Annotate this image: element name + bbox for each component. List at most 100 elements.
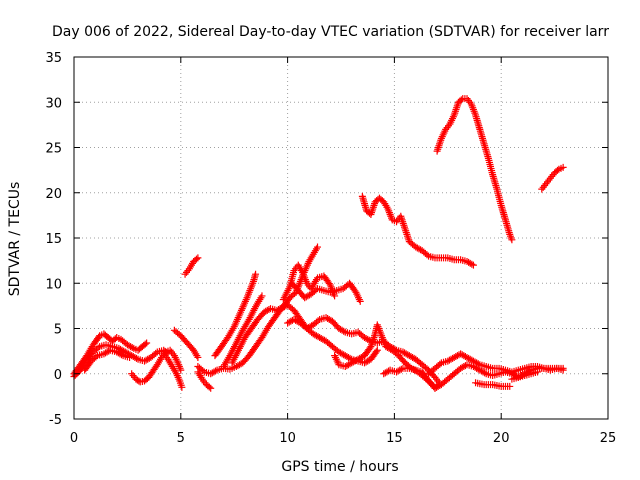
y-tick-label: 35 — [45, 51, 62, 66]
data-point — [415, 245, 423, 253]
data-point — [423, 251, 431, 259]
series-arc9 — [194, 368, 215, 392]
data-point — [340, 327, 348, 335]
data-point — [452, 105, 460, 113]
data-point — [364, 357, 372, 365]
data-point — [506, 232, 514, 240]
y-tick-label: 20 — [45, 187, 62, 202]
data-point — [435, 142, 443, 150]
data-point — [369, 203, 377, 211]
data-point — [402, 229, 410, 237]
data-point — [252, 270, 260, 278]
data-point — [526, 367, 534, 375]
data-point — [306, 323, 314, 331]
series-arc4 — [128, 346, 185, 386]
data-point — [402, 227, 410, 235]
data-point — [460, 363, 468, 371]
data-point — [258, 292, 266, 300]
y-tick-label: 0 — [54, 368, 62, 383]
data-point — [304, 292, 312, 300]
data-point — [314, 317, 322, 325]
data-point — [118, 351, 126, 359]
series-arc10 — [211, 270, 260, 360]
data-point — [559, 163, 567, 171]
data-point — [178, 383, 186, 391]
y-tick-label: 30 — [45, 96, 62, 111]
data-point — [397, 365, 405, 373]
series-arc22 — [508, 364, 567, 383]
series-arc20 — [433, 95, 516, 244]
data-point — [396, 366, 404, 374]
data-point — [199, 367, 207, 375]
data-point — [143, 339, 151, 347]
data-point — [399, 220, 407, 228]
data-point — [469, 261, 477, 269]
series-arc17 — [358, 192, 477, 269]
data-point — [287, 317, 295, 325]
data-point — [400, 223, 408, 231]
y-tick-label: -5 — [49, 413, 62, 428]
grid — [74, 57, 608, 419]
data-point — [192, 255, 200, 263]
data-point — [371, 332, 379, 340]
data-point — [94, 344, 102, 352]
x-tick-label: 5 — [177, 431, 185, 446]
y-tick-label: 15 — [45, 232, 62, 247]
data-point — [144, 355, 152, 363]
data-point — [457, 96, 465, 104]
data-point — [401, 225, 409, 233]
data-point — [263, 306, 271, 314]
series-arc5 — [160, 350, 186, 391]
data-point — [434, 145, 442, 153]
data-point — [205, 383, 213, 391]
data-point — [373, 346, 381, 354]
data-point — [436, 360, 444, 368]
data-point — [194, 254, 202, 262]
data-point — [212, 367, 220, 375]
data-point — [177, 366, 185, 374]
data-point — [559, 364, 567, 372]
data-point — [152, 349, 160, 357]
data-point — [356, 297, 364, 305]
series-arc13 — [279, 261, 339, 304]
data-point — [468, 260, 476, 268]
x-tick-label: 25 — [600, 431, 617, 446]
series-arc14 — [288, 279, 364, 305]
data-point — [325, 315, 333, 323]
data-point — [132, 354, 140, 362]
data-point — [506, 382, 514, 390]
y-tick-label: 5 — [54, 323, 62, 338]
y-axis-label: SDTVAR / TECUs — [7, 182, 23, 297]
data-point — [453, 104, 461, 112]
data-point — [383, 368, 391, 376]
data-point — [207, 384, 215, 392]
series-arc7 — [181, 254, 202, 278]
series-arc6 — [170, 326, 202, 361]
x-tick-label: 20 — [493, 431, 510, 446]
series-arc3 — [81, 346, 134, 374]
data-point — [433, 147, 441, 155]
x-axis-label: GPS time / hours — [281, 459, 398, 475]
data-point — [400, 221, 408, 229]
data-point — [372, 348, 380, 356]
y-tick-label: 10 — [45, 277, 62, 292]
series-arc11 — [220, 292, 266, 371]
series-arc8 — [194, 301, 381, 378]
data-point — [508, 236, 516, 244]
data-point — [314, 243, 322, 251]
data-point — [399, 218, 407, 226]
data-point — [553, 166, 561, 174]
series-arc23 — [538, 163, 567, 193]
data-point — [434, 382, 442, 390]
data-point — [312, 286, 320, 294]
data-point — [436, 140, 444, 148]
data-point — [126, 353, 134, 361]
x-tick-label: 0 — [70, 431, 78, 446]
data-point — [194, 353, 202, 361]
data-point — [141, 340, 149, 348]
data-layer — [70, 95, 567, 392]
series-arc21 — [472, 379, 514, 390]
chart-title: Day 006 of 2022, Sidereal Day-to-day VTE… — [52, 24, 609, 40]
data-point — [366, 344, 374, 352]
